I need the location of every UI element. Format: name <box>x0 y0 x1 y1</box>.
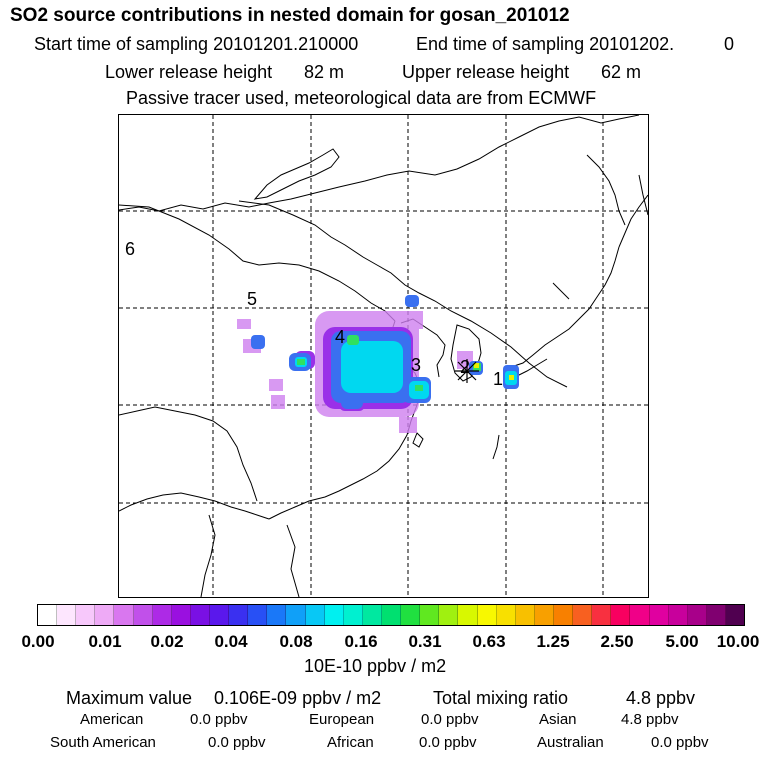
colorbar-segment <box>209 605 230 625</box>
region-name-african: African <box>327 734 374 751</box>
region-name-asian: Asian <box>539 711 577 728</box>
colorbar-segment <box>668 605 688 625</box>
colorbar-segment <box>649 605 669 625</box>
colorbar-tick: 0.00 <box>21 632 55 651</box>
total-mixing-label: Total mixing ratio <box>433 688 569 708</box>
max-value-label: Maximum value <box>66 688 193 708</box>
tracer-note: Passive tracer used, meteorological data… <box>126 88 597 108</box>
colorbar-segment <box>343 605 363 625</box>
colorbar-segment <box>171 605 191 625</box>
upper-release-value: 62 m <box>601 62 642 82</box>
colorbar-segment <box>687 605 707 625</box>
colorbar-tick: 2.50 <box>600 632 634 651</box>
colorbar-tick: 0.63 <box>472 632 506 651</box>
map-panel: 6 5 4 3 2 1 <box>118 114 649 598</box>
colorbar-segment <box>305 605 325 625</box>
colorbar-segment <box>477 605 497 625</box>
day-label-5: 5 <box>247 289 257 309</box>
colorbar-segment <box>229 605 249 625</box>
coastlines <box>119 115 648 597</box>
colorbar-segment <box>401 605 421 625</box>
end-time-suffix: 0 <box>724 34 735 54</box>
colorbar-segment <box>133 605 153 625</box>
region-name-australian: Australian <box>537 734 604 751</box>
colorbar-tick: 0.16 <box>344 632 378 651</box>
colorbar-segment <box>706 605 726 625</box>
lower-release-value: 82 m <box>304 62 345 82</box>
day-label-6: 6 <box>125 239 135 259</box>
region-name-south-american: South American <box>50 734 156 751</box>
region-value-european: 0.0 ppbv <box>421 711 479 728</box>
colorbar-segment <box>458 605 478 625</box>
colorbar-segment <box>439 605 459 625</box>
colorbar-segment <box>381 605 402 625</box>
colorbar-tick: 10.00 <box>716 632 760 651</box>
region-value-asian: 4.8 ppbv <box>621 711 679 728</box>
colorbar-segment <box>286 605 306 625</box>
colorbar-segment <box>324 605 344 625</box>
colorbar-tick: 0.31 <box>408 632 442 651</box>
colorbar-segment <box>611 605 631 625</box>
colorbar-tick: 1.25 <box>536 632 570 651</box>
colorbar-segment <box>515 605 535 625</box>
colorbar-segment <box>190 605 210 625</box>
colorbar-segment <box>362 605 382 625</box>
region-name-american: American <box>80 711 144 728</box>
day-label-4: 4 <box>335 327 345 347</box>
asterisk-receptor-icon <box>455 359 479 383</box>
region-value-australian: 0.0 ppbv <box>651 734 709 751</box>
colorbar-segment <box>38 605 58 625</box>
colorbar-segment <box>725 605 745 625</box>
colorbar-segment <box>76 605 96 625</box>
colorbar-segment <box>57 605 77 625</box>
region-value-african: 0.0 ppbv <box>419 734 477 751</box>
so2-plume <box>237 295 519 433</box>
colorbar <box>37 604 745 626</box>
day-label-2: 2 <box>460 357 470 377</box>
day-label-1: 1 <box>493 369 503 389</box>
day-label-3: 3 <box>411 355 421 375</box>
colorbar-segment <box>630 605 650 625</box>
colorbar-segment <box>248 605 268 625</box>
max-value: 0.106E-09 ppbv / m2 <box>214 688 382 708</box>
end-time-label: End time of sampling 20101202. <box>416 34 675 54</box>
colorbar-segment <box>152 605 172 625</box>
colorbar-units: 10E-10 ppbv / m2 <box>304 656 447 676</box>
total-mixing-value: 4.8 ppbv <box>626 688 696 708</box>
colorbar-segment <box>114 605 134 625</box>
plot-title: SO2 source contributions in nested domai… <box>10 5 570 26</box>
colorbar-segment <box>95 605 115 625</box>
colorbar-tick: 5.00 <box>665 632 699 651</box>
region-value-american: 0.0 ppbv <box>190 711 248 728</box>
colorbar-segment <box>420 605 440 625</box>
region-name-european: European <box>309 711 375 728</box>
colorbar-tick: 0.08 <box>279 632 313 651</box>
map-canvas: 6 5 4 3 2 1 <box>119 115 648 597</box>
upper-release-label: Upper release height <box>402 62 570 82</box>
colorbar-tick: 0.02 <box>150 632 184 651</box>
colorbar-segment <box>534 605 554 625</box>
colorbar-tick: 0.04 <box>214 632 248 651</box>
colorbar-segment <box>573 605 593 625</box>
colorbar-segment <box>553 605 574 625</box>
start-time-label: Start time of sampling 20101201.210000 <box>34 34 359 54</box>
colorbar-segment <box>267 605 287 625</box>
region-value-south-american: 0.0 ppbv <box>208 734 266 751</box>
colorbar-segment <box>496 605 516 625</box>
lower-release-label: Lower release height <box>105 62 273 82</box>
colorbar-segment <box>592 605 612 625</box>
colorbar-tick: 0.01 <box>88 632 122 651</box>
